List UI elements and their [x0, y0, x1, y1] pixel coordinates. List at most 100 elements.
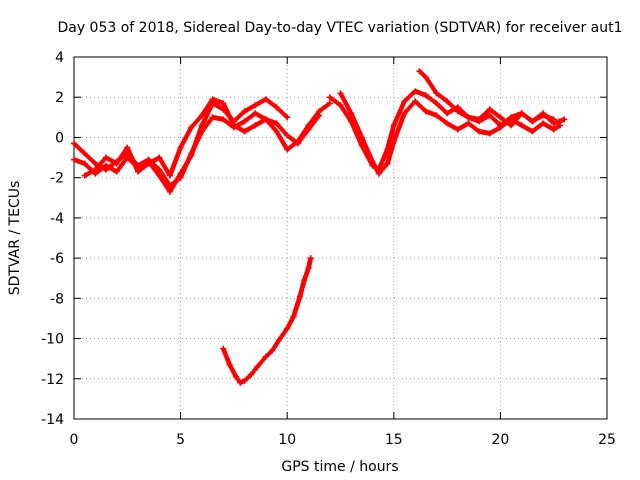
data-point [233, 373, 240, 380]
data-point [305, 126, 312, 133]
data-point [540, 120, 547, 127]
data-point [284, 114, 291, 121]
data-point [156, 154, 163, 161]
data-point [290, 313, 297, 320]
data-point [269, 347, 276, 354]
data-point [241, 377, 248, 384]
data-point [220, 345, 227, 352]
data-point [416, 68, 423, 75]
data-point [284, 146, 291, 153]
data-point [529, 118, 536, 125]
data-point [454, 126, 461, 133]
y-tick-label: -12 [41, 372, 64, 388]
data-point [433, 112, 440, 119]
axis-ticks: -14 -12 -10 -8 -6 -4 -2 0 2 4 0 5 10 15 20 25 [41, 50, 616, 448]
data-point [209, 114, 216, 121]
data-point [348, 110, 355, 117]
x-axis-label: GPS time / hours [281, 459, 398, 475]
data-point [252, 102, 259, 109]
data-point [102, 162, 109, 169]
data-point [220, 116, 227, 123]
data-point [188, 152, 195, 159]
data-point [284, 132, 291, 139]
x-tick-label: 0 [70, 432, 79, 448]
data-point [134, 168, 141, 175]
data-point [226, 361, 233, 368]
data-point [92, 160, 99, 167]
y-tick-label: -14 [41, 412, 64, 428]
data-point [476, 128, 483, 135]
data-point [444, 120, 451, 127]
data-point [237, 379, 244, 386]
data-point [518, 122, 525, 129]
data-point [252, 122, 259, 129]
data-point [254, 363, 261, 370]
data-point [177, 144, 184, 151]
data-point [71, 140, 77, 147]
series-satellite-track-f [416, 68, 568, 129]
data-point [275, 337, 282, 344]
data-point [486, 112, 493, 119]
data-point [508, 122, 515, 129]
chart-title: Day 053 of 2018, Sidereal Day-to-day VTE… [57, 20, 622, 36]
series-satellite-track-g [220, 255, 314, 386]
y-axis-label: SDTVAR / TECUs [7, 181, 23, 296]
y-tick-label: -2 [50, 171, 64, 187]
data-point [369, 162, 376, 169]
y-tick-label: -10 [41, 332, 64, 348]
data-series [71, 68, 568, 386]
data-point [454, 108, 461, 115]
data-point [497, 114, 504, 121]
x-tick-label: 15 [385, 432, 403, 448]
data-point [198, 122, 205, 129]
data-point [305, 265, 312, 272]
data-point [384, 160, 391, 167]
data-point [284, 325, 291, 332]
data-point [337, 102, 344, 109]
data-point [166, 188, 173, 195]
data-point [198, 112, 205, 119]
y-tick-label: 2 [55, 90, 64, 106]
data-point [273, 120, 280, 127]
data-point [348, 118, 355, 125]
y-tick-label: 0 [55, 130, 64, 146]
data-point [241, 108, 248, 115]
data-point [81, 160, 88, 167]
data-point [433, 90, 440, 97]
data-point [177, 170, 184, 177]
data-point [113, 160, 120, 167]
y-tick-label: -8 [50, 291, 64, 307]
data-point [156, 172, 163, 179]
data-point [124, 144, 131, 151]
data-point [71, 156, 77, 163]
data-point [294, 140, 301, 147]
data-point [188, 124, 195, 131]
x-tick-label: 5 [176, 432, 185, 448]
data-point [486, 106, 493, 113]
data-point [220, 100, 227, 107]
data-point [412, 88, 419, 95]
data-point [384, 146, 391, 153]
data-point [145, 160, 152, 167]
data-point [81, 172, 88, 179]
data-point [465, 114, 472, 121]
data-point [518, 110, 525, 117]
data-point [241, 128, 248, 135]
data-point [326, 94, 333, 101]
data-point [465, 120, 472, 127]
data-point [247, 371, 254, 378]
data-point [497, 122, 504, 129]
data-point [550, 126, 557, 133]
data-point [422, 74, 429, 81]
data-point [401, 98, 408, 105]
x-tick-label: 20 [491, 432, 509, 448]
data-point [508, 114, 515, 121]
data-point [316, 112, 323, 119]
data-point [561, 116, 568, 123]
data-point [476, 116, 483, 123]
data-point [337, 90, 344, 97]
data-point [209, 96, 216, 103]
data-point [529, 128, 536, 135]
